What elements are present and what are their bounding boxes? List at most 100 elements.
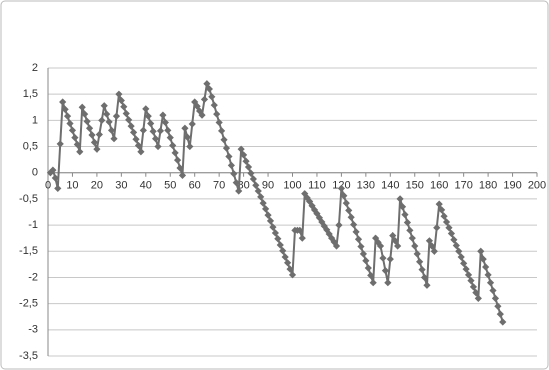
marker: [169, 141, 177, 150]
marker: [469, 283, 478, 291]
marker: [315, 214, 323, 222]
marker: [215, 118, 223, 127]
marker: [164, 126, 172, 134]
marker: [83, 117, 91, 126]
marker: [125, 116, 133, 124]
marker: [430, 247, 438, 255]
marker: [433, 224, 441, 232]
marker: [464, 271, 473, 279]
marker: [188, 120, 196, 128]
marker: [342, 199, 350, 207]
marker: [337, 184, 345, 193]
marker: [159, 111, 167, 119]
marker: [477, 247, 485, 255]
marker: [340, 192, 348, 200]
marker: [225, 152, 233, 161]
marker: [386, 255, 394, 263]
x-tick-label: 110: [308, 180, 326, 192]
marker: [286, 265, 294, 273]
marker: [482, 263, 490, 271]
marker: [63, 112, 72, 120]
marker: [117, 96, 125, 105]
marker: [428, 242, 436, 250]
marker: [411, 242, 419, 250]
y-tick-label: -1,5: [19, 245, 38, 257]
marker: [391, 237, 399, 245]
marker: [232, 179, 240, 187]
y-tick-label: 1,5: [23, 88, 38, 100]
marker: [367, 271, 375, 279]
marker: [142, 105, 150, 113]
marker: [134, 141, 143, 150]
marker: [418, 266, 426, 274]
marker: [210, 101, 218, 109]
marker: [200, 95, 209, 104]
marker: [88, 131, 96, 139]
marker: [403, 218, 412, 227]
marker: [335, 221, 343, 229]
marker: [264, 211, 272, 219]
marker: [71, 134, 79, 142]
marker: [59, 98, 67, 106]
y-tick-label: -3: [28, 324, 38, 336]
x-tick-label: 40: [140, 180, 152, 192]
marker: [345, 206, 353, 215]
marker: [90, 138, 99, 146]
marker: [100, 102, 108, 110]
marker: [350, 220, 358, 229]
marker: [61, 105, 69, 113]
marker: [457, 253, 465, 261]
y-tick-label: 2: [32, 62, 38, 74]
marker: [173, 156, 182, 164]
marker: [132, 135, 140, 143]
marker: [301, 190, 309, 198]
marker: [191, 98, 199, 106]
marker: [269, 223, 277, 231]
marker: [49, 166, 57, 174]
x-tick-label: 50: [164, 180, 176, 192]
marker: [176, 164, 184, 172]
x-tick-label: 100: [283, 180, 301, 192]
marker: [203, 80, 211, 88]
marker: [78, 103, 86, 111]
marker: [284, 259, 292, 267]
marker: [359, 250, 368, 258]
marker: [460, 259, 468, 267]
marker: [447, 229, 456, 238]
x-tick-label: 80: [237, 180, 249, 192]
marker: [198, 111, 206, 119]
marker: [362, 257, 370, 265]
marker: [435, 200, 443, 208]
marker: [408, 234, 416, 242]
x-tick-label: 150: [406, 180, 424, 192]
marker: [379, 254, 387, 262]
marker: [166, 134, 174, 142]
marker: [332, 242, 341, 250]
marker: [320, 222, 328, 230]
marker: [151, 135, 160, 143]
marker: [122, 109, 130, 118]
marker: [242, 157, 250, 165]
marker: [425, 237, 434, 245]
marker: [161, 118, 169, 127]
marker: [56, 140, 64, 148]
marker: [486, 279, 495, 287]
marker: [227, 161, 235, 169]
x-tick-label: 160: [430, 180, 448, 192]
marker: [247, 169, 255, 177]
x-tick-label: 170: [454, 180, 472, 192]
marker: [156, 127, 165, 135]
marker: [252, 181, 260, 189]
marker: [381, 267, 390, 275]
y-tick-label: -0,5: [19, 193, 38, 205]
marker: [416, 258, 424, 266]
marker: [112, 112, 121, 120]
marker: [54, 184, 62, 193]
x-tick-label: 10: [66, 180, 78, 192]
marker: [222, 144, 231, 152]
x-tick-label: 0: [45, 180, 51, 192]
marker: [178, 171, 187, 179]
marker: [147, 119, 155, 128]
marker: [115, 90, 123, 98]
marker: [81, 110, 89, 118]
